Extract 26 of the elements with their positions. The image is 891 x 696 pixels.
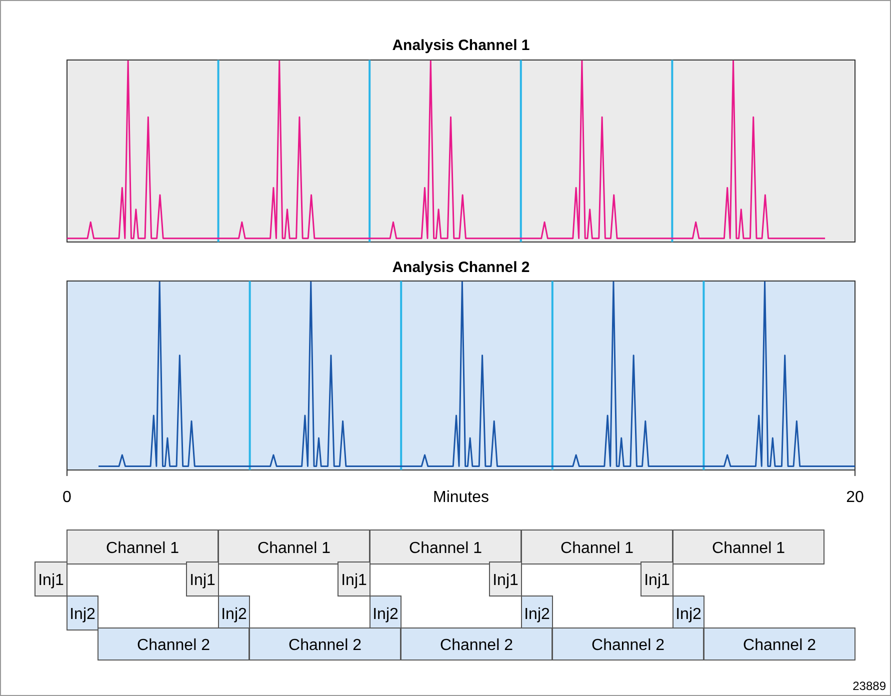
timing-box: Inj1: [489, 562, 522, 596]
timing-box: Channel 2: [704, 628, 856, 660]
x-axis-title: Minutes: [432, 489, 490, 506]
timing-box: Channel 1: [521, 530, 673, 564]
timing-box: Inj2: [521, 596, 553, 630]
timing-box: Inj1: [640, 562, 674, 596]
timing-box: Channel 2: [249, 628, 401, 660]
x-tick-label: 20: [846, 489, 864, 506]
timing-box: Channel 2: [552, 628, 704, 660]
timing-box: Inj2: [218, 596, 250, 630]
chart-title: Analysis Channel 1: [392, 37, 530, 54]
chart-title: Analysis Channel 2: [392, 259, 530, 276]
timing-box: Channel 1: [66, 530, 218, 564]
timing-box: Channel 1: [672, 530, 824, 564]
timing-box: Inj2: [66, 596, 98, 630]
text: 23889: [852, 679, 886, 693]
timing-box: Inj1: [34, 562, 68, 596]
timing-box: Inj1: [186, 562, 219, 596]
timing-box: Channel 2: [98, 628, 250, 660]
timing-box: Inj2: [672, 596, 704, 630]
timing-box: Inj2: [370, 596, 402, 630]
timing-box: Inj1: [338, 562, 370, 596]
timing-box: Channel 1: [370, 530, 522, 564]
x-tick-label: 0: [62, 489, 72, 506]
timing-box: Channel 1: [218, 530, 370, 564]
timing-box: Channel 2: [400, 628, 552, 660]
